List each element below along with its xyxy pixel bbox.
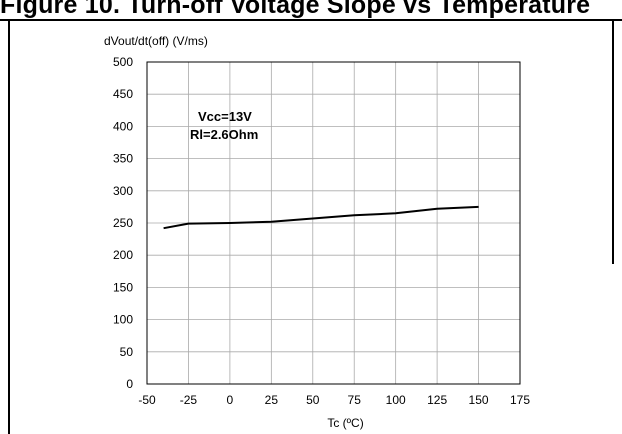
- y-axis-label: dVout/dt(off) (V/ms): [104, 34, 208, 48]
- x-tick-label: 0: [227, 393, 234, 407]
- series-line-0: [163, 205, 479, 230]
- y-tick-label: 200: [113, 248, 133, 262]
- y-tick-label: 100: [113, 313, 133, 327]
- y-tick-label: 150: [113, 280, 133, 294]
- series-group: [163, 205, 479, 230]
- y-tick-label: 50: [120, 345, 134, 359]
- y-tick-label: 450: [113, 87, 133, 101]
- x-tick-label: 125: [427, 393, 447, 407]
- frame-left-rule: [8, 19, 10, 434]
- x-tick-label: 150: [469, 393, 489, 407]
- x-tick-label: 175: [510, 393, 530, 407]
- y-tick-label: 250: [113, 216, 133, 230]
- x-tick-label: 100: [386, 393, 406, 407]
- figure-heading: Figure 10. Turn-off Voltage Slope vs Tem…: [0, 0, 591, 19]
- x-tick-label: 75: [348, 393, 362, 407]
- annotation-vcc: Vcc=13V: [198, 109, 252, 124]
- x-tick-label: -25: [180, 393, 198, 407]
- x-axis-label: Tc (ºC): [327, 416, 363, 430]
- y-tick-label: 500: [113, 55, 133, 69]
- x-tick-labels: -50 -25 0 25 50 75 100 125 150 175: [138, 393, 530, 407]
- x-tick-label: -50: [138, 393, 156, 407]
- y-tick-label: 300: [113, 184, 133, 198]
- x-tick-label: 50: [306, 393, 320, 407]
- grid-lines: [147, 62, 520, 384]
- y-tick-label: 0: [126, 377, 133, 391]
- y-tick-label: 350: [113, 152, 133, 166]
- y-tick-label: 400: [113, 119, 133, 133]
- frame-top-rule: [0, 19, 622, 21]
- plot-area: [146, 61, 521, 385]
- x-tick-label: 25: [265, 393, 279, 407]
- y-tick-labels: 0 50 100 150 200 250 300 350 400 450 500: [113, 55, 133, 391]
- frame-right-rule: [612, 19, 614, 264]
- annotation-rl: Rl=2.6Ohm: [190, 127, 258, 142]
